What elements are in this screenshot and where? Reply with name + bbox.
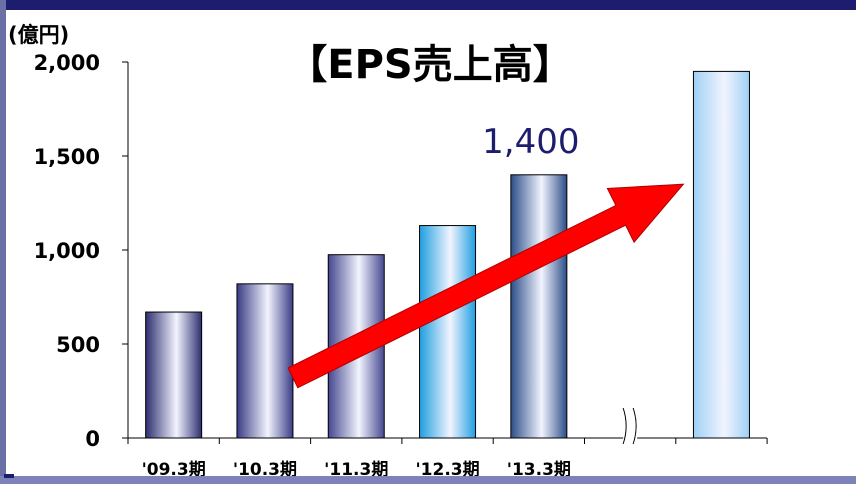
y-tick-label: 1,500: [34, 145, 100, 169]
bar-next-period: [692, 70, 750, 439]
left-frame-bar: [0, 0, 6, 484]
y-axis-unit-label: (億円): [8, 23, 69, 47]
x-category-label: '10.3期: [233, 460, 297, 480]
bar-'13.3期: [510, 174, 568, 439]
chart-title: 【EPS売上高】: [287, 42, 572, 88]
axis-break-mark: [622, 407, 638, 445]
x-category-label: '11.3期: [324, 460, 388, 480]
bar-'12.3期: [419, 225, 477, 439]
data-label: 1,400: [482, 122, 579, 162]
x-category-label: '13.3期: [507, 460, 571, 480]
bar-'09.3期: [145, 311, 203, 439]
trend-arrow: [287, 183, 685, 389]
x-category-label: '09.3期: [142, 460, 206, 480]
bars-layer: [145, 70, 750, 439]
bar-'10.3期: [236, 283, 294, 439]
y-tick-label: 2,000: [34, 51, 100, 75]
top-frame-bar: [0, 0, 856, 10]
axes-layer: 0 500 1,000 1,500 2,000 '09.3期 '10.3期 '11.3期 '12…: [34, 51, 768, 480]
x-category-label: '12.3期: [415, 460, 479, 480]
y-tick-label: 500: [56, 333, 100, 357]
bottom-frame-mark: [4, 474, 14, 478]
y-tick-label: 1,000: [34, 239, 100, 263]
bottom-frame-bar: [0, 476, 856, 484]
y-tick-label: 0: [85, 427, 100, 451]
annotation-layer: 1,400: [287, 122, 685, 389]
